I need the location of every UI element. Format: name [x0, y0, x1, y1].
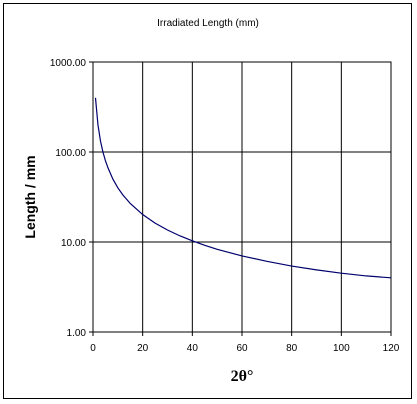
x-tick-label: 20 [137, 343, 149, 354]
chart-title: Irradiated Length (mm) [157, 18, 259, 29]
y-tick-label: 100.00 [55, 148, 86, 159]
x-tick-label: 60 [236, 343, 248, 354]
x-axis-label: 2θ° [231, 368, 254, 385]
x-tick-label: 40 [187, 343, 199, 354]
x-tick-label: 100 [333, 343, 350, 354]
y-tick-label: 10.00 [61, 238, 86, 249]
x-tick-label: 0 [90, 343, 96, 354]
y-tick-label: 1000.00 [50, 58, 87, 69]
x-axis-ticks: 0 20 40 60 80 100 120 [90, 332, 400, 354]
grid [92, 61, 392, 333]
x-tick-label: 80 [286, 343, 298, 354]
y-axis-ticks: 1.00 10.00 100.00 1000.00 [50, 58, 93, 339]
chart-frame [3, 3, 412, 399]
x-tick-label: 120 [383, 343, 400, 354]
series-line [94, 97, 392, 279]
y-axis-label: Length / mm [22, 155, 38, 238]
y-tick-label: 1.00 [67, 328, 87, 339]
